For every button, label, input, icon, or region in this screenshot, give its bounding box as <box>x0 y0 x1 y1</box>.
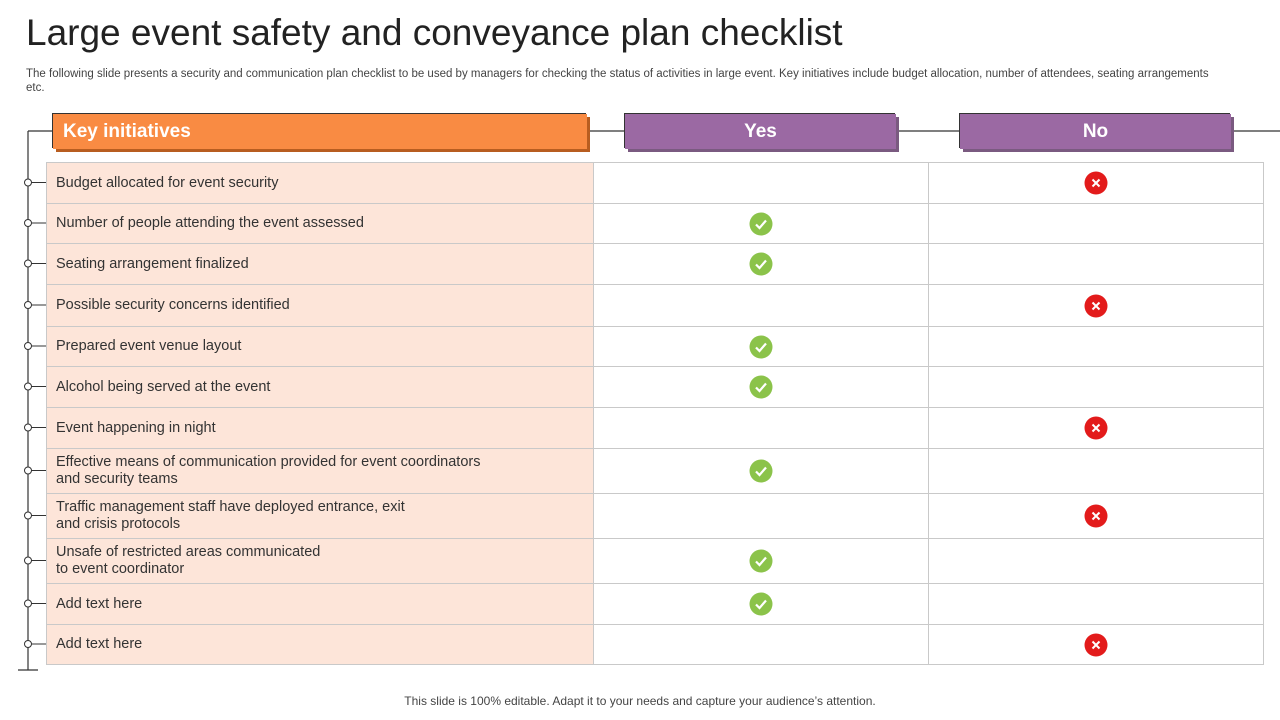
status-cell <box>928 203 1264 244</box>
status-cell <box>928 583 1264 625</box>
status-cell <box>593 407 929 449</box>
row-label: Possible security concerns identified <box>46 284 594 327</box>
row-label: Effective means of communication provide… <box>46 448 594 494</box>
timeline-dot <box>24 556 32 565</box>
status-cell <box>593 538 929 584</box>
cross-icon <box>1084 504 1108 528</box>
check-icon <box>749 375 773 399</box>
status-cell <box>928 162 1264 204</box>
row-label: Traffic management staff have deployed e… <box>46 493 594 539</box>
status-cell <box>593 284 929 327</box>
timeline-dot <box>24 342 32 350</box>
cross-icon <box>1084 633 1108 656</box>
timeline-dot <box>24 423 32 432</box>
status-cell <box>593 243 929 285</box>
status-cell <box>593 162 929 204</box>
status-cell <box>928 538 1264 584</box>
header-cell: No <box>960 114 1231 149</box>
cross-icon <box>1084 171 1108 195</box>
check-icon <box>749 592 773 616</box>
status-cell <box>928 243 1264 285</box>
status-cell <box>593 326 929 367</box>
row-label: Prepared event venue layout <box>46 326 594 367</box>
timeline-dot <box>24 259 32 268</box>
timeline-dot <box>24 301 32 309</box>
row-label: Add text here <box>46 583 594 625</box>
timeline-dot <box>24 219 32 227</box>
title: Large event safety and conveyance plan c… <box>26 12 843 53</box>
timeline-dot <box>24 640 32 648</box>
status-cell <box>928 326 1264 367</box>
check-icon <box>749 212 773 235</box>
status-cell <box>928 284 1264 327</box>
row-label: Number of people attending the event ass… <box>46 203 594 244</box>
row-label: Add text here <box>46 624 594 665</box>
check-icon <box>749 459 773 483</box>
timeline-dot <box>24 382 32 391</box>
row-label: Unsafe of restricted areas communicated … <box>46 538 594 584</box>
status-cell <box>593 448 929 494</box>
header-cell: Key initiatives <box>53 114 587 149</box>
status-cell <box>593 583 929 625</box>
status-cell <box>593 624 929 665</box>
cross-icon <box>1084 294 1108 317</box>
status-cell <box>593 493 929 539</box>
row-label: Seating arrangement finalized <box>46 243 594 285</box>
status-cell <box>928 624 1264 665</box>
status-cell <box>928 407 1264 449</box>
row-label: Event happening in night <box>46 407 594 449</box>
status-cell <box>593 203 929 244</box>
row-label: Budget allocated for event security <box>46 162 594 204</box>
status-cell <box>593 366 929 408</box>
row-label: Alcohol being served at the event <box>46 366 594 408</box>
status-cell <box>928 448 1264 494</box>
cross-icon <box>1084 416 1108 440</box>
status-cell <box>928 366 1264 408</box>
timeline-dot <box>24 178 32 187</box>
status-cell <box>928 493 1264 539</box>
check-icon <box>749 335 773 358</box>
timeline-dot <box>24 466 32 475</box>
check-icon <box>749 549 773 573</box>
header-cell: Yes <box>625 114 896 149</box>
timeline-dot <box>24 511 32 520</box>
footer: This slide is 100% editable. Adapt it to… <box>404 694 876 708</box>
check-icon <box>749 252 773 276</box>
subtitle: The following slide presents a security … <box>26 68 1209 94</box>
timeline-dot <box>24 599 32 608</box>
